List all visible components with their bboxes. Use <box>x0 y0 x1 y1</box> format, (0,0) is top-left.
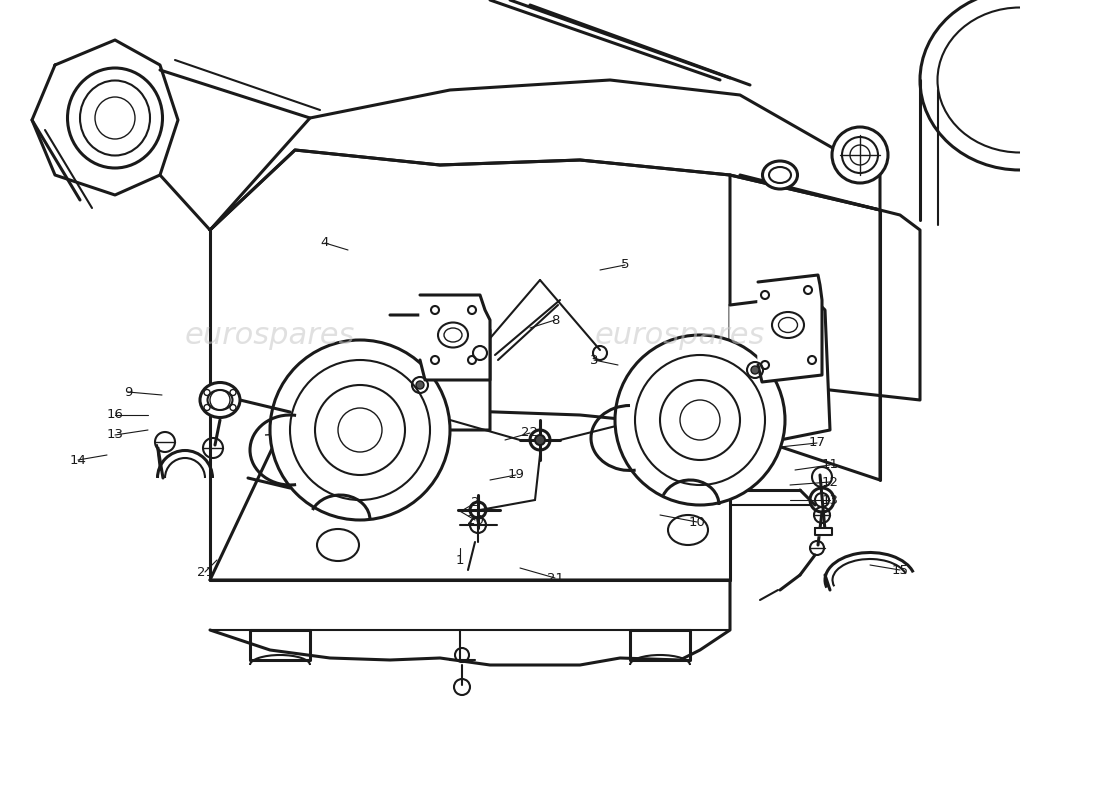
Text: 18: 18 <box>678 449 694 462</box>
Polygon shape <box>630 630 690 660</box>
Text: 13: 13 <box>822 494 838 506</box>
Polygon shape <box>210 150 730 580</box>
Text: 14: 14 <box>69 454 87 466</box>
Polygon shape <box>730 295 830 445</box>
Polygon shape <box>420 295 490 380</box>
Text: 15: 15 <box>891 563 909 577</box>
Text: 11: 11 <box>822 458 838 471</box>
Polygon shape <box>758 275 822 382</box>
Polygon shape <box>740 175 920 400</box>
Text: 8: 8 <box>551 314 559 326</box>
Text: 2: 2 <box>471 497 480 510</box>
Polygon shape <box>210 80 880 230</box>
Ellipse shape <box>200 382 240 418</box>
Circle shape <box>535 435 544 445</box>
Text: 20: 20 <box>466 514 483 526</box>
Text: 12: 12 <box>822 475 838 489</box>
Ellipse shape <box>762 161 798 189</box>
Text: 16: 16 <box>107 409 123 422</box>
Text: 4: 4 <box>321 237 329 250</box>
Circle shape <box>270 340 450 520</box>
Circle shape <box>832 127 888 183</box>
Text: 22: 22 <box>521 426 539 439</box>
Text: 21: 21 <box>197 566 213 578</box>
Text: 3: 3 <box>590 354 598 366</box>
Polygon shape <box>390 315 490 430</box>
Circle shape <box>416 381 424 389</box>
Circle shape <box>615 335 785 505</box>
Text: 13: 13 <box>107 429 123 442</box>
Text: 17: 17 <box>808 437 825 450</box>
Text: 2: 2 <box>381 483 389 497</box>
Polygon shape <box>815 528 832 535</box>
Text: 10: 10 <box>689 515 705 529</box>
Text: 3: 3 <box>306 377 315 390</box>
Text: 9: 9 <box>124 386 132 398</box>
Text: 5: 5 <box>620 258 629 271</box>
Circle shape <box>751 366 759 374</box>
Text: 21: 21 <box>547 571 563 585</box>
Text: 7: 7 <box>799 309 807 322</box>
Polygon shape <box>250 630 310 660</box>
Text: 6: 6 <box>784 297 792 310</box>
Text: eurospares: eurospares <box>595 321 766 350</box>
Polygon shape <box>730 175 880 480</box>
Polygon shape <box>210 580 730 665</box>
Polygon shape <box>32 40 178 195</box>
Text: 9: 9 <box>693 490 701 503</box>
Text: 6: 6 <box>449 294 458 306</box>
Text: eurospares: eurospares <box>185 321 355 350</box>
Text: 19: 19 <box>507 469 525 482</box>
Text: 1: 1 <box>455 554 464 566</box>
